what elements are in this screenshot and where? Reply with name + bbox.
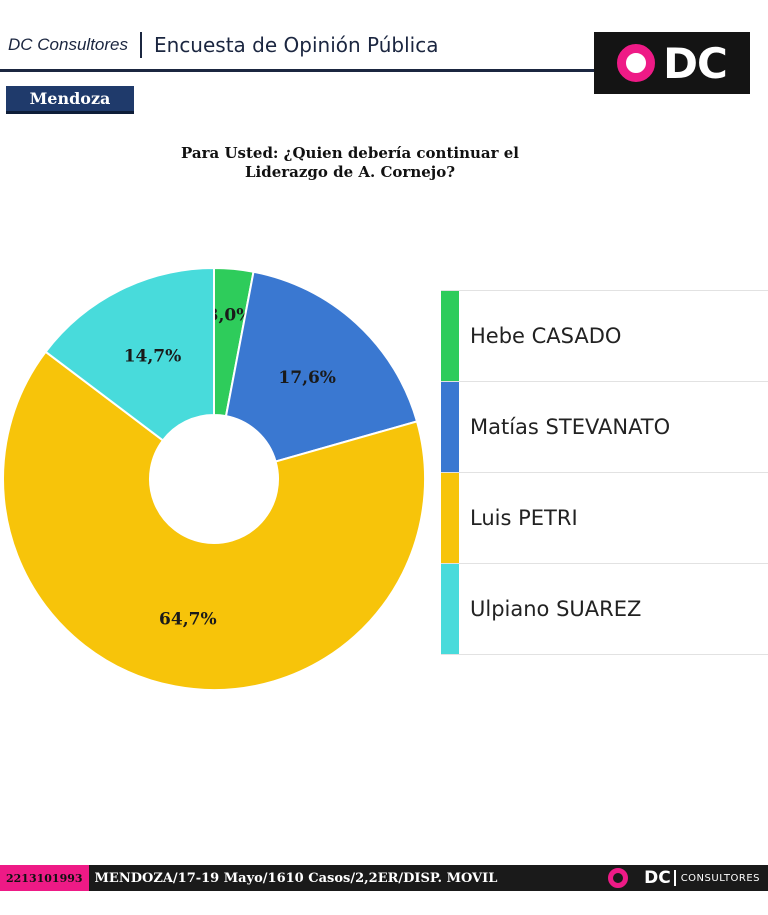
footer-info: MENDOZA/17-19 Mayo/1610 Casos/2,2ER/DISP… xyxy=(94,870,498,886)
legend-swatch-1 xyxy=(441,382,459,472)
legend-item-1: Matías STEVANATO xyxy=(441,381,768,472)
logo-text: DC xyxy=(663,38,728,88)
slice-3 xyxy=(44,266,215,442)
footer-logo-sub: CONSULTORES xyxy=(680,872,760,884)
chart-legend: Hebe CASADO Matías STEVANATO Luis PETRI Ulp… xyxy=(441,290,768,655)
legend-label-1: Matías STEVANATO xyxy=(470,415,671,439)
survey-title: Encuesta de Opinión Pública xyxy=(154,33,439,57)
footer-logo: DC CONSULTORES xyxy=(608,868,760,888)
slice-label-0: 3,0% xyxy=(207,306,253,326)
legend-label-0: Hebe CASADO xyxy=(470,324,622,348)
chart-title-line-1: Para Usted: ¿Quien debería continuar el xyxy=(181,144,519,162)
logo-ring-icon xyxy=(617,44,656,82)
legend-item-2: Luis PETRI xyxy=(441,472,768,563)
footer-logo-divider xyxy=(673,870,676,886)
header-rule xyxy=(0,69,600,72)
legend-swatch-2 xyxy=(441,473,459,563)
legend-swatch-0 xyxy=(441,291,459,381)
chart-title-line-2: Liderazgo de A. Cornejo? xyxy=(245,163,455,181)
dc-logo: DC xyxy=(594,32,750,94)
footer-ring-icon xyxy=(608,868,629,888)
legend-swatch-3 xyxy=(441,564,459,654)
legend-label-2: Luis PETRI xyxy=(470,506,578,530)
footer-bar: 2213101993 MENDOZA/17-19 Mayo/1610 Casos… xyxy=(0,865,768,891)
region-badge: Mendoza xyxy=(6,86,134,114)
header-separator xyxy=(140,32,142,58)
legend-item-0: Hebe CASADO xyxy=(441,290,768,381)
slice-label-3: 14,7% xyxy=(124,346,182,366)
legend-label-3: Ulpiano SUAREZ xyxy=(470,597,642,621)
donut-chart: 3,0% 17,6% 64,7% 14,7% xyxy=(2,266,426,691)
brand-name: DC Consultores xyxy=(8,35,128,54)
slice-label-1: 17,6% xyxy=(278,368,336,388)
legend-item-3: Ulpiano SUAREZ xyxy=(441,563,768,655)
header-left: DC Consultores Encuesta de Opinión Públi… xyxy=(8,30,438,60)
chart-title: Para Usted: ¿Quien debería continuar el … xyxy=(120,144,580,182)
slice-1 xyxy=(224,270,419,463)
slice-label-2: 64,7% xyxy=(159,610,217,630)
slice-2 xyxy=(2,350,426,691)
footer-logo-text: DC xyxy=(644,868,671,888)
footer-phone: 2213101993 xyxy=(0,865,89,891)
